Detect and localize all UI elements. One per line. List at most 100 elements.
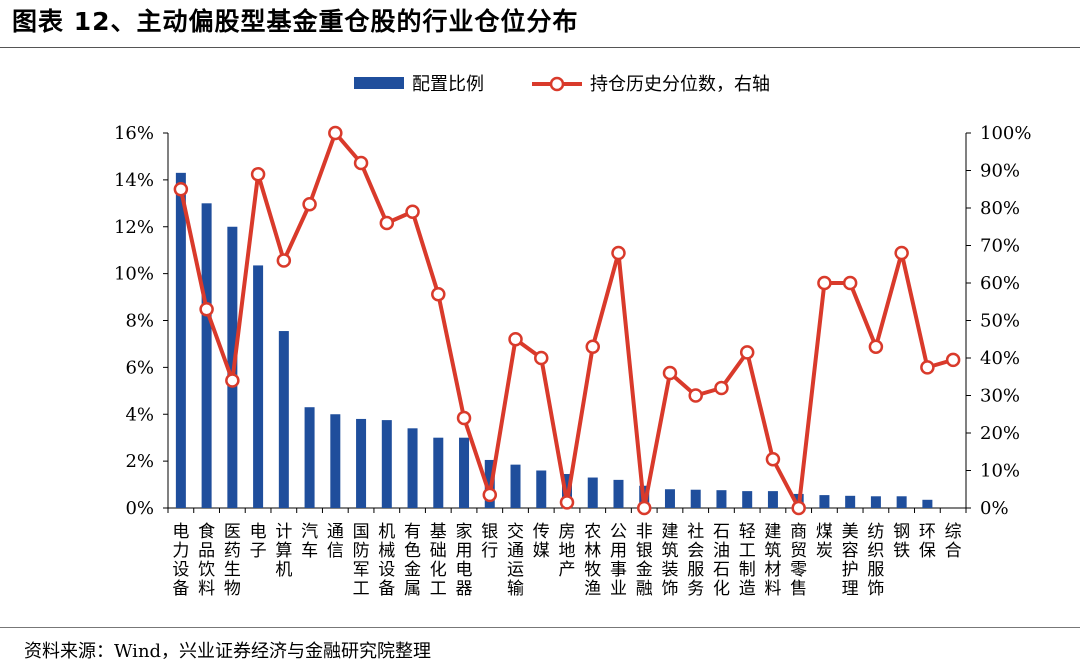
legend-swatch-bar xyxy=(354,77,404,89)
left-tick-label: 2% xyxy=(125,451,154,472)
bar xyxy=(896,496,907,508)
bar xyxy=(716,490,727,508)
bar xyxy=(381,420,392,508)
x-tick-label: 综合 xyxy=(945,522,962,561)
title-divider xyxy=(0,47,1080,48)
line-point xyxy=(868,339,884,354)
right-tick-label: 30% xyxy=(980,386,1020,407)
line-series xyxy=(173,125,961,516)
left-tick-label: 0% xyxy=(125,498,154,519)
bar xyxy=(922,499,933,508)
bar xyxy=(613,479,624,508)
line-point xyxy=(945,352,961,368)
bar xyxy=(356,418,367,508)
right-tick-label: 80% xyxy=(980,198,1020,219)
right-tick-label: 90% xyxy=(980,161,1020,182)
x-tick-label: 农林牧渔 xyxy=(584,522,601,599)
bar xyxy=(459,437,470,508)
x-tick-label: 计算机 xyxy=(275,522,292,580)
x-tick-label: 建筑材料 xyxy=(764,522,781,599)
bar xyxy=(664,489,675,508)
x-tick-label: 食品饮料 xyxy=(198,522,215,599)
line-point xyxy=(920,360,935,375)
x-tick-label: 家用电器 xyxy=(456,522,473,599)
line-point xyxy=(662,365,678,381)
x-tick-label: 基础化工 xyxy=(430,522,447,599)
line-point xyxy=(791,500,806,516)
left-tick-label: 6% xyxy=(125,357,154,378)
x-tick-label: 社会服务 xyxy=(687,522,704,599)
line-point xyxy=(508,332,523,347)
x-tick-label: 钢铁 xyxy=(893,522,910,561)
line-point xyxy=(894,245,909,261)
line-point xyxy=(482,487,498,503)
left-tick-label: 14% xyxy=(114,170,154,191)
line-point xyxy=(225,373,240,388)
x-tick-label: 房地产 xyxy=(559,522,576,580)
bar xyxy=(433,437,444,508)
line-point xyxy=(559,495,575,510)
bar xyxy=(304,407,315,508)
x-tick-label: 通信 xyxy=(327,522,344,561)
line-point xyxy=(611,245,626,261)
right-tick-label: 0% xyxy=(980,498,1009,519)
bar xyxy=(510,464,521,508)
bar xyxy=(407,428,418,508)
x-tick-label: 建筑装饰 xyxy=(661,522,678,599)
bar xyxy=(819,495,830,508)
x-tick-label: 纺织服饰 xyxy=(867,522,884,599)
right-tick-label: 10% xyxy=(980,461,1020,482)
figure-title: 图表 12、主动偏股型基金重仓股的行业仓位分布 xyxy=(12,7,579,36)
bar xyxy=(870,496,881,508)
x-tick-label: 传媒 xyxy=(533,522,550,561)
line-point xyxy=(173,182,189,197)
x-tick-label: 轻工制造 xyxy=(739,522,756,599)
source-divider xyxy=(0,627,1080,628)
bar xyxy=(175,172,186,508)
bar xyxy=(536,470,547,508)
line-point xyxy=(379,215,395,231)
bar xyxy=(253,265,264,508)
x-tick-label: 煤炭 xyxy=(816,522,833,561)
bar xyxy=(330,414,341,508)
line-point xyxy=(714,380,729,396)
line-point xyxy=(636,500,652,516)
left-tick-label: 12% xyxy=(114,217,154,238)
left-tick-label: 8% xyxy=(125,311,154,332)
axes: 0% 2% 4% 6% 8% 10% 12% 14% 16% 0% 10% 20% 30% 40% 50% 6… xyxy=(114,123,1031,519)
legend: 配置比例 持仓历史分位数，右轴 xyxy=(354,74,770,95)
right-tick-label: 50% xyxy=(980,311,1020,332)
bar xyxy=(201,203,212,508)
right-tick-label: 100% xyxy=(980,123,1031,144)
x-tick-label: 商贸零售 xyxy=(790,522,807,599)
x-tick-label: 电力设备 xyxy=(172,522,189,599)
line-point xyxy=(585,339,600,354)
source-note: 资料来源：Wind，兴业证券经济与金融研究院整理 xyxy=(24,641,432,662)
bar xyxy=(845,495,856,508)
bar xyxy=(742,491,753,508)
percentile-line xyxy=(178,131,954,510)
bar xyxy=(587,477,598,508)
x-tick-label: 非银金融 xyxy=(636,522,653,599)
line-point xyxy=(842,275,858,291)
chart: 配置比例 持仓历史分位数，右轴 0% 2% 4% 6% 8% 10% 12% 14% 16% 0% 1… xyxy=(114,74,1031,599)
line-point xyxy=(302,197,317,212)
left-tick-label: 10% xyxy=(114,264,154,285)
x-tick-label: 公用事业 xyxy=(610,522,627,599)
line-point xyxy=(765,452,781,467)
line-point xyxy=(739,345,755,360)
line-point xyxy=(276,253,292,268)
line-point xyxy=(199,302,214,317)
x-tick-label: 机械设备 xyxy=(378,522,395,599)
bar xyxy=(690,489,701,508)
x-tick-labels: 电力设备食品饮料医药生物电子计算机汽车通信国防军工机械设备有色金属基础化工家用电… xyxy=(172,522,961,599)
x-tick-label: 环保 xyxy=(919,522,936,561)
x-tick-label: 汽车 xyxy=(301,522,318,561)
legend-swatch-marker xyxy=(549,76,565,92)
line-point xyxy=(817,275,832,291)
x-tick-label: 银行 xyxy=(481,522,498,561)
legend-label-bar: 配置比例 xyxy=(412,74,484,95)
line-point xyxy=(431,287,446,302)
x-tick-label: 有色金属 xyxy=(404,522,421,599)
line-point xyxy=(456,410,472,426)
